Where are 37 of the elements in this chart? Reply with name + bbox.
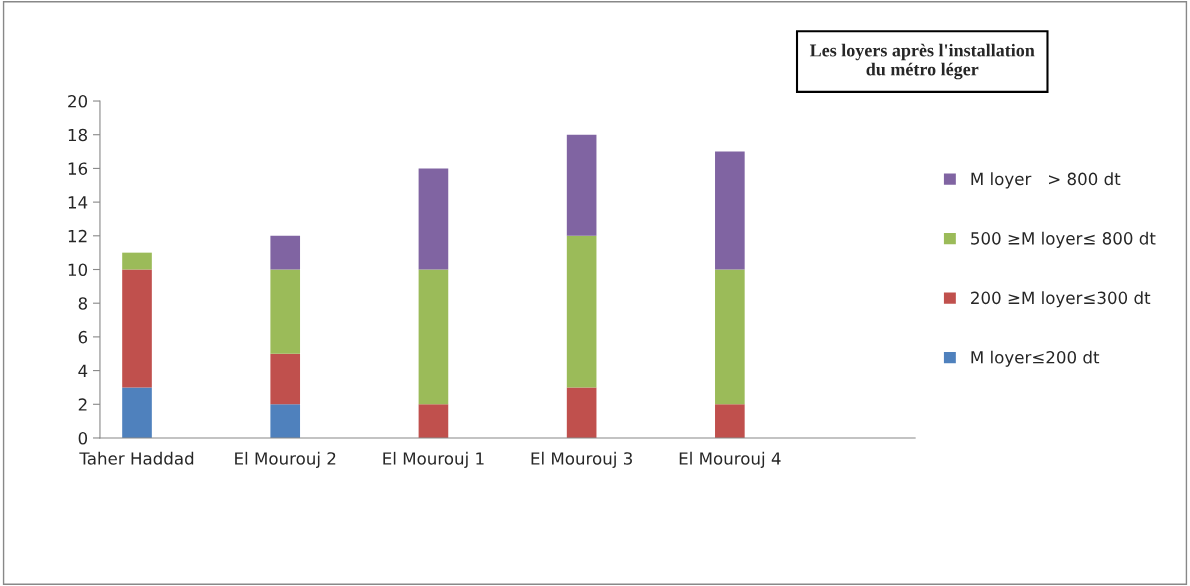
bar xyxy=(566,134,597,236)
bar xyxy=(122,269,152,388)
bar xyxy=(566,235,597,388)
bar xyxy=(418,404,449,438)
y-tick-label: 4 xyxy=(78,364,88,377)
y-tick-label: 16 xyxy=(68,162,88,175)
y-tick-label: 12 xyxy=(68,229,87,243)
y-tick-label: 10 xyxy=(68,263,88,277)
x-tick-label: El Mourouj 4 xyxy=(679,451,781,468)
legend-label: M loyer≤200 dt xyxy=(971,350,1100,367)
bar xyxy=(270,404,301,438)
legend-label: 500 ≥M loyer≤ 800 dt xyxy=(971,231,1156,248)
x-tick-label: El Mourouj 1 xyxy=(383,451,484,468)
bar xyxy=(418,168,449,270)
y-tick-label: 6 xyxy=(78,330,88,344)
bar xyxy=(270,269,301,354)
bar xyxy=(566,387,597,438)
x-tick-label: El Mourouj 3 xyxy=(531,451,632,468)
bar xyxy=(270,353,301,405)
bar xyxy=(418,269,449,405)
bar xyxy=(122,252,152,270)
bar xyxy=(715,404,745,438)
bar xyxy=(715,151,745,270)
legend-label: 200 ≥M loyer≤300 dt xyxy=(971,291,1151,308)
x-tick-label: Taher Haddad xyxy=(79,451,194,465)
y-tick-label: 0 xyxy=(78,431,88,445)
y-tick-label: 18 xyxy=(68,128,88,142)
y-tick-label: 20 xyxy=(68,94,88,108)
y-tick-label: 14 xyxy=(68,196,88,209)
y-tick-label: 2 xyxy=(78,398,87,411)
bar xyxy=(122,387,152,438)
x-tick-label: El Mourouj 2 xyxy=(235,451,336,468)
bar xyxy=(715,269,745,405)
legend-label: M loyer > 800 dt xyxy=(971,172,1121,189)
y-tick-label: 8 xyxy=(78,297,88,310)
chart-title: Les loyers après l'installation du métro léger xyxy=(809,43,1035,80)
bar xyxy=(270,235,301,270)
